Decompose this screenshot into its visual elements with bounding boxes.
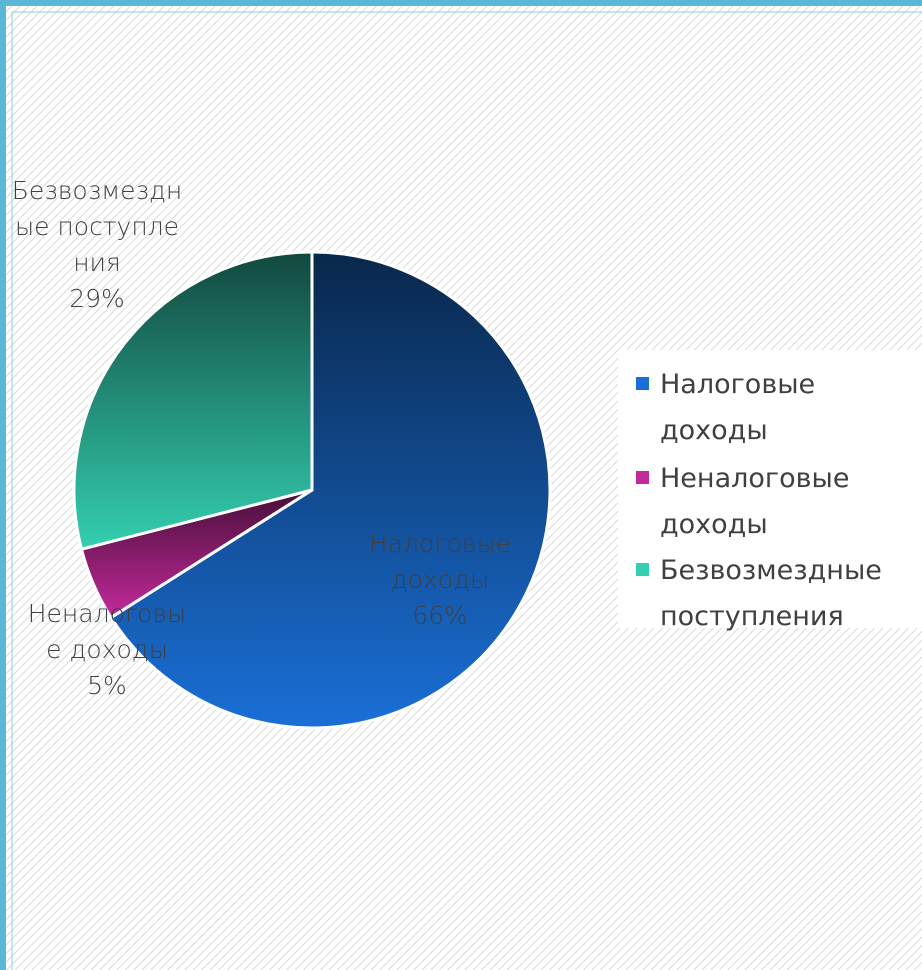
data-label-value: 66% (412, 601, 468, 630)
pie-slice (72, 250, 314, 552)
data-label-box: Безвозмездные поступления 29% (10, 135, 185, 355)
data-label-value: 5% (87, 671, 127, 700)
pie-slice (108, 250, 552, 730)
legend-marker (636, 377, 649, 390)
data-label-category: Безвозмездные поступления (11, 176, 183, 277)
legend-entry: Неналоговые доходы (660, 463, 850, 540)
legend-label: Налоговые доходы (660, 369, 816, 446)
frame-top (0, 0, 922, 6)
legend-label: Неналоговые доходы (660, 463, 850, 540)
data-label-value: 29% (69, 284, 125, 313)
frame-left (0, 0, 6, 970)
data-label-box: Налоговые доходы 66% (360, 470, 520, 690)
legend-entry: Безвозмездные поступления (660, 555, 882, 632)
legend-label: Безвозмездные поступления (660, 555, 882, 632)
data-label-category: Налоговые доходы (368, 529, 512, 594)
data-label: Безвозмездные поступления 29% (10, 135, 185, 355)
data-label-box: Неналоговые доходы 5% (27, 540, 187, 760)
legend-box (618, 350, 922, 628)
data-label-category: Неналоговые доходы (27, 599, 187, 664)
legend-marker (636, 563, 649, 576)
data-label: Налоговые доходы 66% (360, 470, 520, 690)
data-label: Неналоговые доходы 5% (27, 540, 187, 760)
legend-entry: Налоговые доходы (660, 369, 816, 446)
legend-marker (636, 471, 649, 484)
